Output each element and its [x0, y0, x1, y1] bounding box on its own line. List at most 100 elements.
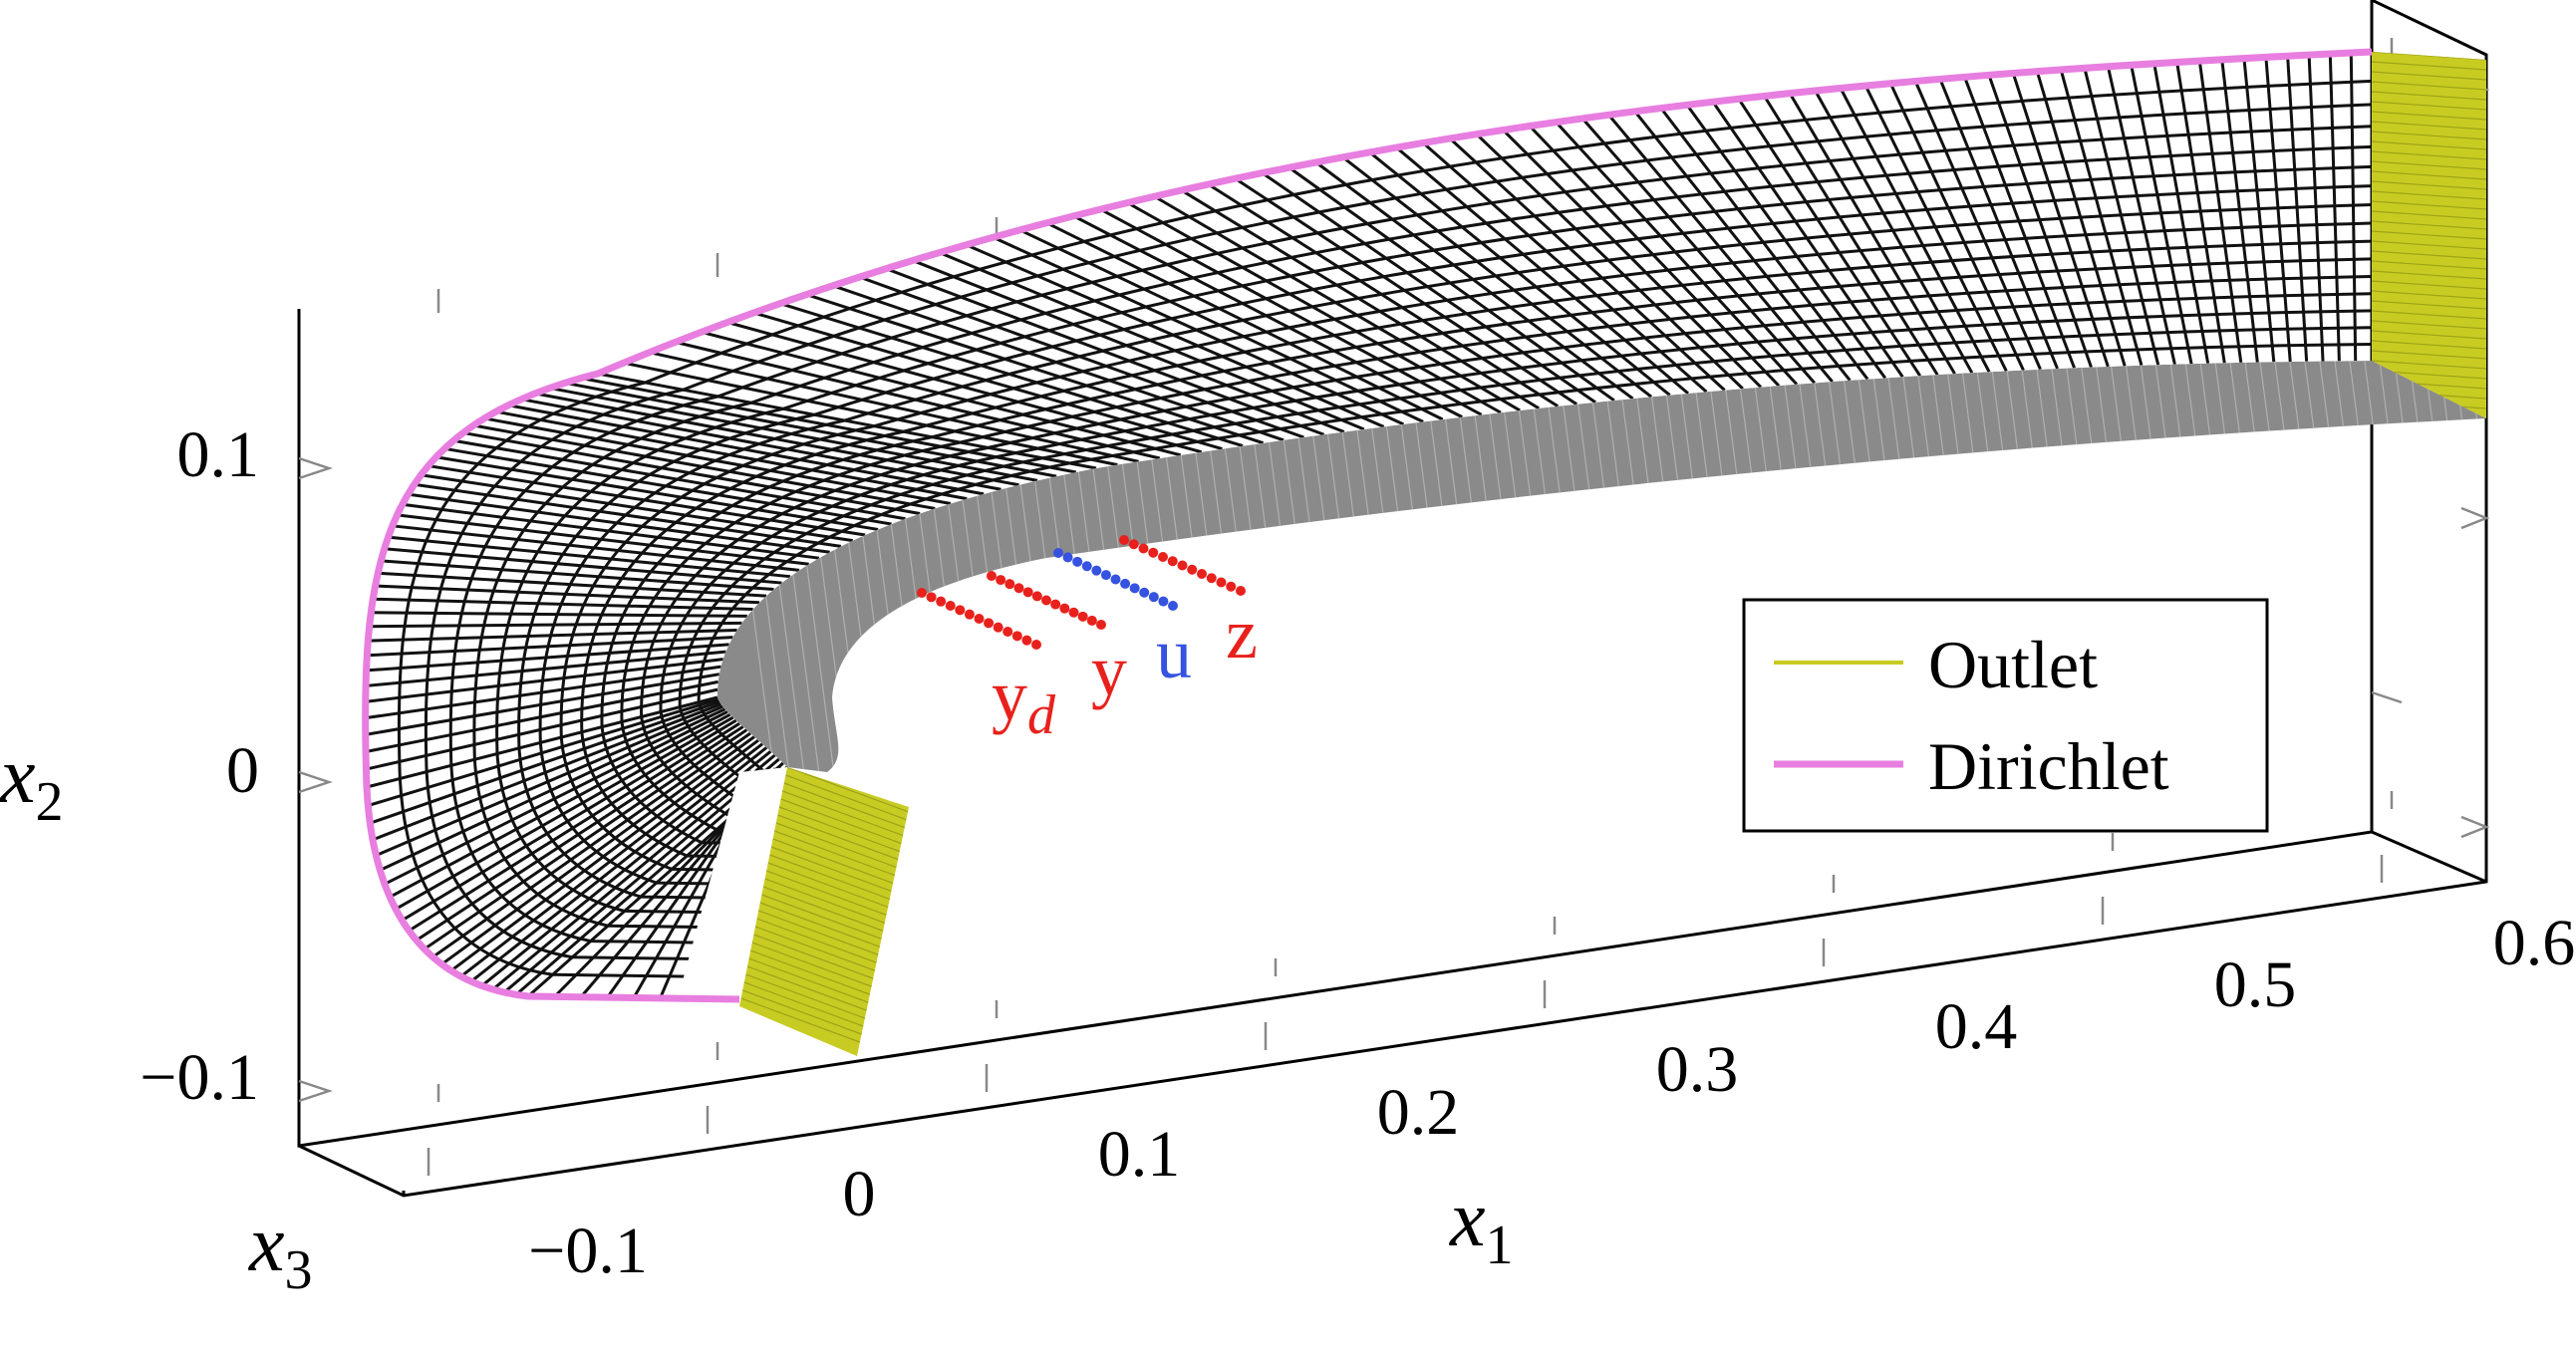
sample-point-y [1050, 599, 1061, 610]
outlet-line [754, 926, 878, 972]
sample-point-z [1216, 577, 1227, 588]
mesh-spoke [2011, 73, 2110, 368]
outlet-line [2371, 220, 2486, 230]
sample-point-yd [993, 622, 1003, 633]
mesh-spoke [726, 321, 1203, 454]
outlet-line [2371, 140, 2486, 150]
mesh-grid [365, 52, 2373, 999]
label-yd: yd [992, 656, 1056, 746]
outlet-line [2371, 240, 2486, 250]
outlet-line [772, 838, 895, 885]
mesh-spoke [2083, 67, 2160, 366]
mesh-spoke [365, 650, 726, 687]
outlet-line [777, 814, 900, 861]
mesh-spoke [1180, 188, 1541, 410]
x1-tick: 0.1 [1098, 1118, 1181, 1191]
outlet-line [2371, 350, 2486, 360]
x2-tick: 0.1 [177, 418, 260, 491]
mesh-spoke [431, 731, 751, 958]
outlet-line [2371, 71, 2486, 81]
sample-point-u [1110, 574, 1121, 585]
dirichlet-boundary [362, 48, 2373, 1003]
sample-point-yd [984, 618, 995, 629]
mesh-spoke [365, 679, 719, 753]
outlet-line [748, 957, 871, 1004]
mesh-spoke [472, 423, 936, 510]
sample-point-y [1041, 595, 1051, 606]
mesh-spoke [366, 687, 718, 771]
sample-point-yd [1021, 635, 1032, 646]
mesh-spoke [469, 746, 768, 983]
mesh-spoke [2059, 69, 2144, 367]
sample-point-yd [1002, 627, 1013, 637]
sample-point-u [1129, 583, 1140, 594]
mesh-spoke [701, 330, 1182, 457]
label-y: y [1091, 631, 1127, 710]
sample-point-yd [1011, 631, 1022, 642]
mesh-spoke [2220, 59, 2259, 363]
sample-point-z [1119, 535, 1129, 545]
outlet-line [2371, 340, 2486, 350]
mesh-spoke [459, 742, 763, 978]
outlet-line [2371, 290, 2486, 300]
outlet-line [2371, 61, 2486, 71]
outlet-line [756, 918, 879, 964]
outlet-line [778, 806, 902, 853]
surface-line [2496, 339, 2556, 797]
mesh-spoke [597, 372, 1097, 470]
outlet-line [773, 830, 897, 877]
sample-point-u [1072, 556, 1083, 567]
mesh-spoke [395, 715, 734, 911]
tick-mark [2371, 690, 2403, 704]
tick-mark [2460, 815, 2490, 839]
mesh-spoke [2106, 66, 2176, 365]
sample-point-y [1013, 583, 1024, 594]
sample-point-u [1062, 552, 1073, 563]
mesh-spoke [440, 735, 755, 966]
outlet-line [2371, 310, 2486, 320]
mesh-spoke [2175, 62, 2226, 364]
outlet-line [781, 790, 905, 837]
outlet-line [762, 886, 886, 933]
sample-point-z [1138, 543, 1149, 554]
mesh-spoke [375, 704, 724, 857]
mesh-spoke [1368, 150, 1671, 397]
mesh-spoke [2152, 63, 2210, 364]
x2-tick: −0.1 [140, 1041, 259, 1114]
mesh-spoke [1341, 155, 1653, 399]
mesh-spoke [1987, 74, 2093, 369]
mesh-spoke [2130, 64, 2193, 365]
x3-tick: −0.1 [528, 1215, 648, 1287]
x2-axis-label: x2 [0, 732, 64, 833]
legend-label-outlet: Outlet [1928, 627, 2098, 702]
mesh-spoke [1153, 194, 1521, 412]
mesh-spoke [483, 416, 952, 505]
mesh-spoke [1018, 228, 1424, 423]
outlet-line [2371, 81, 2486, 91]
mesh-spoke [443, 446, 892, 526]
outlet-line [2371, 320, 2486, 330]
mesh-spoke [365, 673, 720, 736]
sample-point-z [1128, 539, 1139, 550]
mesh-spoke [365, 665, 721, 720]
sample-point-z [1158, 552, 1168, 562]
mesh-spoke [623, 361, 1118, 467]
mesh-spoke [2035, 71, 2127, 367]
outlet-line [757, 910, 881, 956]
mesh-spoke [452, 438, 906, 521]
outlet-line [745, 973, 868, 1020]
sample-point-yd [945, 601, 956, 611]
mesh-spoke [549, 386, 1038, 482]
outlet-line [764, 878, 887, 925]
sample-point-z [1167, 556, 1178, 567]
mesh-spoke [392, 524, 800, 572]
mesh-spoke [752, 311, 1223, 451]
mesh-spoke [1913, 80, 2042, 371]
mesh-spoke [1126, 201, 1502, 414]
mesh-spoke [1737, 98, 1922, 378]
mesh-spoke [1814, 90, 1974, 374]
outlet-line [2371, 260, 2486, 270]
sample-point-u [1148, 592, 1159, 603]
mesh-spoke [1938, 78, 2059, 370]
